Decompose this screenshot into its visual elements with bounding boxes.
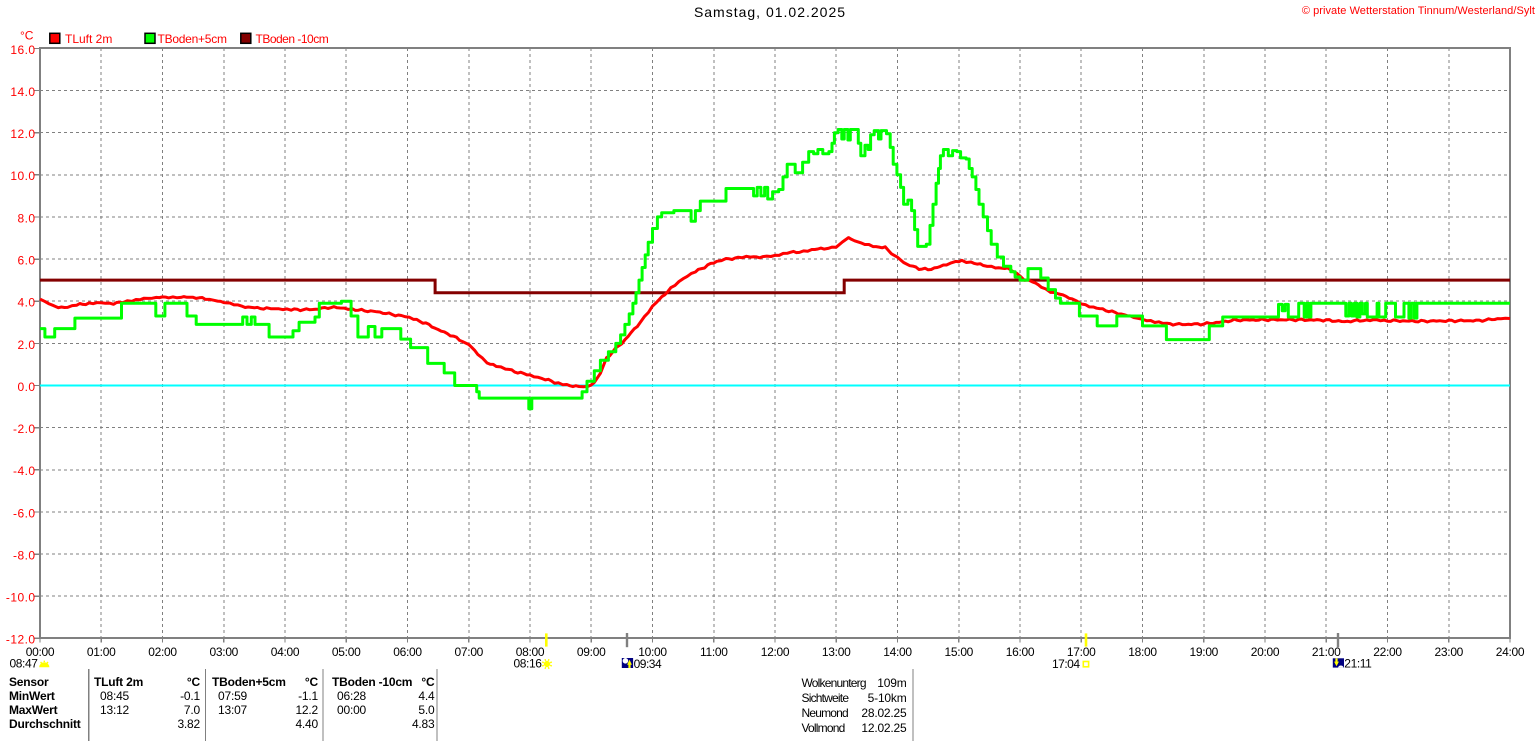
svg-text:TBoden -10cm: TBoden -10cm <box>256 32 329 46</box>
svg-text:01:00: 01:00 <box>87 645 116 659</box>
svg-text:4.83: 4.83 <box>412 717 435 731</box>
svg-text:17:00: 17:00 <box>1067 645 1096 659</box>
svg-text:TBoden+5cm: TBoden+5cm <box>158 32 227 46</box>
svg-text:Neumond: Neumond <box>802 706 849 720</box>
svg-text:13:07: 13:07 <box>218 703 248 717</box>
svg-text:08:00: 08:00 <box>516 645 545 659</box>
svg-text:-8.0: -8.0 <box>13 549 35 563</box>
svg-text:© private Wetterstation Tinnum: © private Wetterstation Tinnum/Westerlan… <box>1302 5 1535 17</box>
svg-text:18:00: 18:00 <box>1128 645 1157 659</box>
svg-text:8.0: 8.0 <box>17 211 35 225</box>
svg-text:06:28: 06:28 <box>337 689 367 703</box>
svg-text:0.0: 0.0 <box>17 380 35 394</box>
svg-text:Wolkenunterg: Wolkenunterg <box>802 676 866 690</box>
svg-text:Vollmond: Vollmond <box>802 721 845 735</box>
svg-text:-1.1: -1.1 <box>298 689 318 703</box>
svg-text:14.0: 14.0 <box>10 85 35 99</box>
svg-text:11:00: 11:00 <box>700 645 728 659</box>
svg-text:10.0: 10.0 <box>10 169 35 183</box>
svg-text:28.02.25: 28.02.25 <box>861 706 907 720</box>
svg-text:-10.0: -10.0 <box>6 591 36 605</box>
svg-text:Samstag, 01.02.2025: Samstag, 01.02.2025 <box>694 4 846 20</box>
svg-text:TBoden -10cm: TBoden -10cm <box>332 675 412 689</box>
svg-text:09:00: 09:00 <box>577 645 606 659</box>
svg-text:MinWert: MinWert <box>9 689 55 703</box>
svg-text:00:00: 00:00 <box>26 645 55 659</box>
svg-text:MaxWert: MaxWert <box>9 703 58 717</box>
svg-text:00:00: 00:00 <box>337 703 367 717</box>
svg-text:14:00: 14:00 <box>883 645 912 659</box>
svg-text:12.2: 12.2 <box>295 703 318 717</box>
svg-text:Sensor: Sensor <box>9 675 49 689</box>
svg-text:°C: °C <box>20 29 34 43</box>
svg-text:Sichtweite: Sichtweite <box>802 691 850 705</box>
svg-text:TBoden+5cm: TBoden+5cm <box>212 675 286 689</box>
svg-text:08:45: 08:45 <box>100 689 130 703</box>
svg-text:04:00: 04:00 <box>271 645 300 659</box>
svg-text:TLuft 2m: TLuft 2m <box>94 675 143 689</box>
svg-text:22:00: 22:00 <box>1373 645 1402 659</box>
svg-text:20:00: 20:00 <box>1251 645 1280 659</box>
svg-text:-6.0: -6.0 <box>13 506 35 520</box>
svg-text:13:12: 13:12 <box>100 703 130 717</box>
svg-text:5.0: 5.0 <box>418 703 435 717</box>
svg-text:08:16: 08:16 <box>513 657 542 671</box>
svg-text:°C: °C <box>187 675 201 689</box>
svg-text:4.0: 4.0 <box>17 296 35 310</box>
svg-text:12:00: 12:00 <box>761 645 790 659</box>
svg-text:13:00: 13:00 <box>822 645 851 659</box>
svg-text:09:34: 09:34 <box>634 657 662 671</box>
svg-text:-2.0: -2.0 <box>13 422 35 436</box>
svg-text:12.0: 12.0 <box>10 127 35 141</box>
svg-text:06:00: 06:00 <box>393 645 422 659</box>
svg-text:24:00: 24:00 <box>1496 645 1525 659</box>
svg-text:°C: °C <box>305 675 319 689</box>
svg-text:2.0: 2.0 <box>17 338 35 352</box>
svg-text:6.0: 6.0 <box>17 254 35 268</box>
svg-text:TLuft 2m: TLuft 2m <box>65 32 112 46</box>
svg-text:02:00: 02:00 <box>148 645 177 659</box>
svg-text:5-10km: 5-10km <box>868 691 907 705</box>
svg-text:4.40: 4.40 <box>295 717 318 731</box>
svg-text:10:00: 10:00 <box>638 645 667 659</box>
svg-text:07:00: 07:00 <box>455 645 484 659</box>
svg-text:17:04: 17:04 <box>1052 657 1080 671</box>
svg-text:21:11: 21:11 <box>1344 657 1372 671</box>
svg-text:16:00: 16:00 <box>1006 645 1035 659</box>
svg-text:4.4: 4.4 <box>418 689 435 703</box>
svg-text:Durchschnitt: Durchschnitt <box>9 717 81 731</box>
svg-text:19:00: 19:00 <box>1190 645 1219 659</box>
svg-text:07:59: 07:59 <box>218 689 248 703</box>
svg-text:23:00: 23:00 <box>1435 645 1464 659</box>
svg-text:109m: 109m <box>877 676 906 690</box>
svg-text:15:00: 15:00 <box>945 645 974 659</box>
svg-text:08:47: 08:47 <box>10 657 39 671</box>
svg-text:21:00: 21:00 <box>1312 645 1341 659</box>
svg-text:16.0: 16.0 <box>10 43 35 57</box>
svg-text:-4.0: -4.0 <box>13 464 35 478</box>
svg-text:7.0: 7.0 <box>184 703 201 717</box>
svg-text:-0.1: -0.1 <box>180 689 200 703</box>
svg-text:12.02.25: 12.02.25 <box>861 721 907 735</box>
svg-text:03:00: 03:00 <box>210 645 239 659</box>
svg-text:-12.0: -12.0 <box>6 633 36 647</box>
svg-text:3.82: 3.82 <box>177 717 200 731</box>
svg-text:°C: °C <box>421 675 435 689</box>
svg-text:05:00: 05:00 <box>332 645 361 659</box>
